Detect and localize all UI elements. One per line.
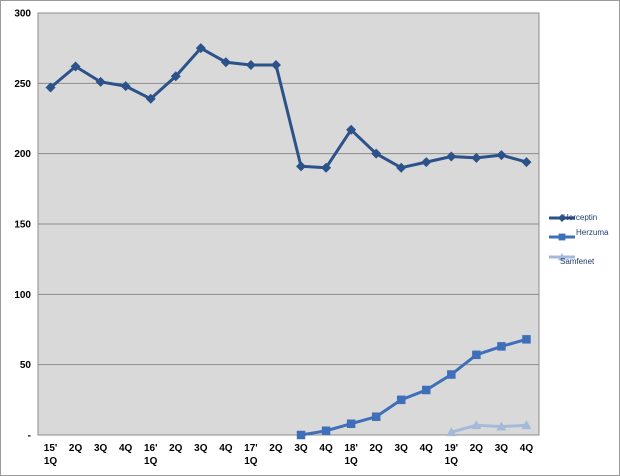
data-point [95,76,106,87]
data-point [471,420,482,430]
data-point [371,412,381,421]
x-tick-label: 2Q [69,443,83,454]
data-point [296,430,306,440]
x-tick-label: 2Q [269,443,283,454]
data-point [521,157,532,168]
data-point [346,124,357,135]
data-point [120,81,131,92]
x-tick-label: 16' 1Q [144,443,158,467]
data-point [346,419,356,428]
x-tick-label: 3Q [495,443,509,454]
data-point [396,162,407,173]
data-point [421,157,432,168]
x-tick-label: 15' 1Q [44,443,58,467]
x-tick-label: 4Q [319,443,333,454]
legend-marker [558,233,566,241]
y-tick-label: 50 [20,360,32,371]
x-tick-label: 4Q [520,443,534,454]
x-tick-label: 2Q [169,443,183,454]
legend-item-samfenet: Samfenet [549,253,595,266]
legend-label: Herceptin [563,213,597,222]
data-point [371,148,382,159]
x-tick-label: 3Q [294,443,308,454]
x-tick-label: 4Q [119,443,133,454]
x-axis-ticks: 15' 1Q 2Q 3Q 4Q 16' 1Q 2Q 3Q 4Q 17' 1Q 2Q 3Q 4Q 18' 1Q 2Q… [44,443,534,467]
x-tick-label: 2Q [470,443,484,454]
data-point [145,93,156,104]
y-tick-label: 300 [14,9,31,20]
series-line [450,423,527,434]
series-samfenet [446,420,532,437]
series-line [300,337,527,437]
legend-marker [558,214,566,222]
data-point [70,61,81,72]
data-point [270,60,281,71]
data-point [195,43,206,54]
data-point [521,420,532,430]
x-tick-label: 4Q [219,443,233,454]
data-point [446,427,457,437]
series-layer [45,43,532,440]
x-tick-label: 3Q [194,443,208,454]
data-point [446,151,457,162]
data-point [471,152,482,163]
x-tick-label: 19' 1Q [445,443,459,467]
data-point [496,150,507,161]
y-tick-label: 150 [14,220,31,231]
y-tick-label: - [28,431,31,442]
data-point [422,385,431,395]
y-axis-ticks: - 50 100 150 200 250 300 [14,9,31,442]
data-point [245,60,256,71]
data-point [321,426,331,436]
x-tick-label: 3Q [395,443,409,454]
y-tick-label: 200 [14,149,31,160]
series-line [49,46,527,170]
data-point [296,161,307,172]
legend-item-herzuma: Herzuma [549,228,609,241]
data-point [447,370,456,379]
data-point [472,350,481,360]
legend-label: Samfenet [560,257,595,266]
data-point [522,335,531,344]
legend-label: Herzuma [576,228,609,237]
x-tick-label: 2Q [370,443,384,454]
x-tick-label: 3Q [94,443,108,454]
legend: Herceptin Herzuma Samfenet [549,213,609,266]
data-point [396,395,406,405]
y-tick-label: 250 [14,79,31,90]
data-point [496,421,507,431]
x-tick-label: 18' 1Q [344,443,358,467]
data-point [170,71,181,82]
series-herzuma [296,335,531,440]
data-point [321,162,332,173]
series-herceptin [45,43,532,173]
gridlines [38,82,539,366]
y-tick-label: 100 [14,290,31,301]
x-tick-label: 4Q [420,443,434,454]
legend-item-herceptin: Herceptin [549,213,597,222]
data-point [220,57,231,68]
data-point [45,82,56,93]
data-point [497,342,506,351]
x-tick-label: 17' 1Q [244,443,258,467]
legend-marker [558,253,566,261]
